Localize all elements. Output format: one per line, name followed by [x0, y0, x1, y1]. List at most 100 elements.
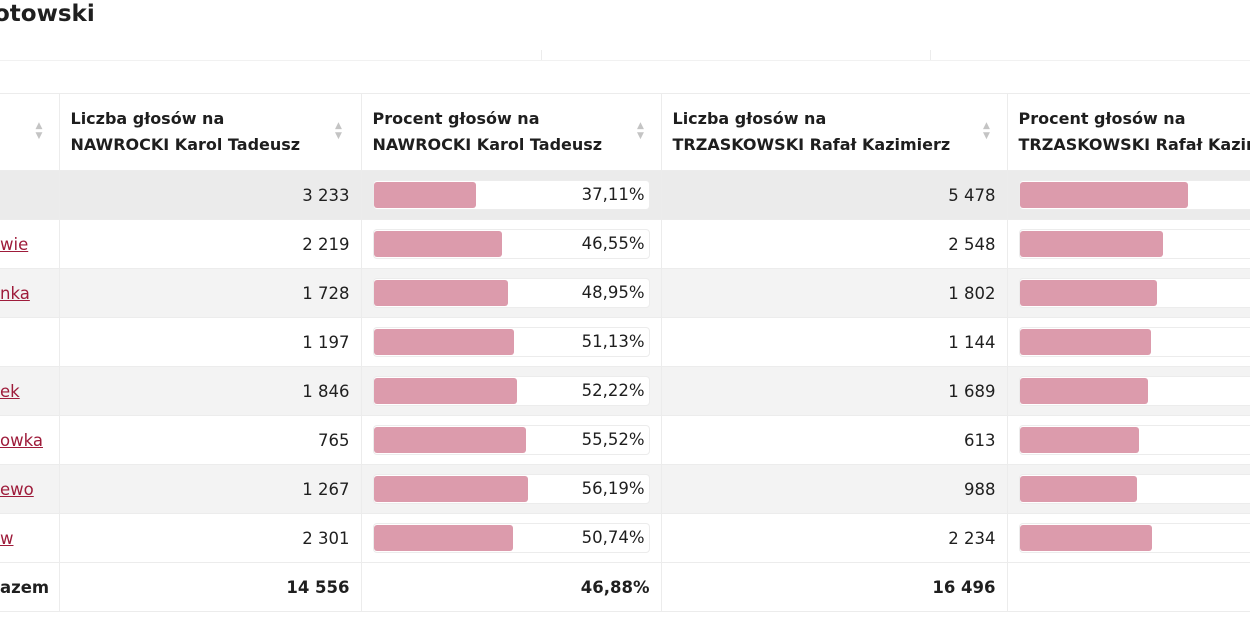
cell-municipality: [0, 317, 59, 367]
cell-trzaskowski-votes: 613: [660, 415, 1007, 465]
percent-bar: [1018, 523, 1250, 553]
column-header-nawrocki-votes[interactable]: Liczba głosów na NAWROCKI Karol Tadeusz …: [58, 93, 361, 171]
percent-bar-fill: [1019, 476, 1138, 502]
cell-nawrocki-votes: 1 267: [58, 464, 361, 514]
cell-municipality: owka: [0, 415, 59, 465]
percent-label: 50,74%: [581, 528, 645, 547]
table-row: nka 1 728 48,95% 1 802: [0, 268, 1250, 318]
percent-bar-fill: [1019, 329, 1151, 355]
cell-nawrocki-percent: 55,52%: [360, 415, 661, 465]
cell-nawrocki-percent: 48,95%: [360, 268, 661, 318]
cell-nawrocki-percent: 37,11%: [360, 170, 661, 220]
percent-bar-fill: [1019, 231, 1163, 257]
header-line: TRZASKOWSKI Rafał Kazimierz: [672, 135, 951, 154]
total-trzaskowski-percent: [1006, 562, 1250, 612]
percent-bar-fill: [373, 476, 529, 502]
header-line: Procent głosów na: [372, 109, 540, 128]
percent-label: 37,11%: [581, 185, 645, 204]
municipality-link[interactable]: w: [0, 528, 14, 548]
filter-divider: [0, 60, 1250, 61]
cell-municipality: ewo: [0, 464, 59, 514]
percent-bar-fill: [1019, 525, 1152, 551]
header-line: Liczba głosów na: [672, 109, 827, 128]
sort-up-down-icon[interactable]: ▲ ▼: [637, 121, 644, 141]
municipality-link[interactable]: ewo: [0, 479, 34, 499]
percent-bar: [1018, 376, 1250, 406]
cell-municipality: wie: [0, 219, 59, 269]
cell-nawrocki-votes: 2 301: [58, 513, 361, 563]
percent-bar: [1018, 180, 1250, 210]
cell-nawrocki-votes: 765: [58, 415, 361, 465]
percent-label: 52,22%: [581, 381, 645, 400]
table-row: ek 1 846 52,22% 1 689: [0, 366, 1250, 416]
cell-nawrocki-votes: 2 219: [58, 219, 361, 269]
column-header-nawrocki-percent[interactable]: Procent głosów na NAWROCKI Karol Tadeusz…: [360, 93, 661, 171]
cell-trzaskowski-votes: 1 689: [660, 366, 1007, 416]
filter-separator: [930, 50, 931, 60]
cell-nawrocki-percent: 50,74%: [360, 513, 661, 563]
total-nawrocki-votes: 14 556: [58, 562, 361, 612]
percent-bar-fill: [373, 231, 502, 257]
cell-trzaskowski-votes: 2 234: [660, 513, 1007, 563]
cell-municipality: w: [0, 513, 59, 563]
municipality-link[interactable]: ek: [0, 381, 20, 401]
cell-trzaskowski-votes: 988: [660, 464, 1007, 514]
filter-separator: [541, 50, 542, 60]
municipality-link[interactable]: nka: [0, 283, 30, 303]
cell-nawrocki-percent: 46,55%: [360, 219, 661, 269]
sort-up-down-icon[interactable]: ▲ ▼: [35, 121, 43, 141]
percent-bar-fill: [1019, 378, 1148, 404]
cell-trzaskowski-percent: [1006, 317, 1250, 367]
page-title: otowski: [0, 1, 95, 27]
percent-bar: [1018, 229, 1250, 259]
cell-nawrocki-percent: 56,19%: [360, 464, 661, 514]
table-row: ewo 1 267 56,19% 988: [0, 464, 1250, 514]
column-header-name[interactable]: ▲ ▼: [0, 93, 59, 171]
percent-bar: 56,19%: [372, 474, 650, 504]
municipality-link[interactable]: owka: [0, 430, 43, 450]
table-header-row: ▲ ▼ Liczba głosów na NAWROCKI Karol Tadeu…: [0, 93, 1250, 171]
cell-nawrocki-votes: 3 233: [58, 170, 361, 220]
cell-municipality: [0, 170, 59, 220]
cell-nawrocki-votes: 1 728: [58, 268, 361, 318]
percent-bar: 52,22%: [372, 376, 650, 406]
cell-trzaskowski-votes: 2 548: [660, 219, 1007, 269]
total-nawrocki-percent: 46,88%: [360, 562, 661, 612]
table-total-row: azem 14 556 46,88% 16 496: [0, 562, 1250, 612]
table-row: wie 2 219 46,55% 2 548: [0, 219, 1250, 269]
percent-label: 55,52%: [581, 430, 645, 449]
percent-bar-fill: [1019, 182, 1189, 208]
percent-bar: [1018, 474, 1250, 504]
municipality-link[interactable]: wie: [0, 234, 29, 254]
cell-nawrocki-votes: 1 197: [58, 317, 361, 367]
table-row: 1 197 51,13% 1 144: [0, 317, 1250, 367]
cell-trzaskowski-percent: [1006, 513, 1250, 563]
percent-bar: 50,74%: [372, 523, 650, 553]
table-row: owka 765 55,52% 613: [0, 415, 1250, 465]
percent-label: 48,95%: [581, 283, 645, 302]
results-table: ▲ ▼ Liczba głosów na NAWROCKI Karol Tadeu…: [0, 93, 1250, 612]
percent-bar-fill: [373, 427, 527, 453]
percent-bar: 48,95%: [372, 278, 650, 308]
cell-trzaskowski-votes: 1 144: [660, 317, 1007, 367]
column-header-trzaskowski-percent[interactable]: Procent głosów na TRZASKOWSKI Rafał Kazi…: [1006, 93, 1250, 171]
header-line: NAWROCKI Karol Tadeusz: [70, 135, 301, 154]
sort-up-down-icon[interactable]: ▲ ▼: [983, 121, 990, 141]
percent-label: 51,13%: [581, 332, 645, 351]
cell-trzaskowski-votes: 1 802: [660, 268, 1007, 318]
percent-bar-fill: [373, 525, 514, 551]
cell-nawrocki-percent: 52,22%: [360, 366, 661, 416]
cell-municipality: nka: [0, 268, 59, 318]
percent-bar: [1018, 278, 1250, 308]
table-row: 3 233 37,11% 5 478: [0, 170, 1250, 220]
total-label: azem: [0, 562, 59, 612]
percent-bar-fill: [1019, 427, 1139, 453]
header-line: Procent głosów na: [1018, 109, 1186, 128]
percent-bar: 46,55%: [372, 229, 650, 259]
percent-bar: 37,11%: [372, 180, 650, 210]
sort-up-down-icon[interactable]: ▲ ▼: [335, 121, 342, 141]
cell-trzaskowski-percent: [1006, 219, 1250, 269]
percent-bar: [1018, 327, 1250, 357]
column-header-trzaskowski-votes[interactable]: Liczba głosów na TRZASKOWSKI Rafał Kazim…: [660, 93, 1007, 171]
